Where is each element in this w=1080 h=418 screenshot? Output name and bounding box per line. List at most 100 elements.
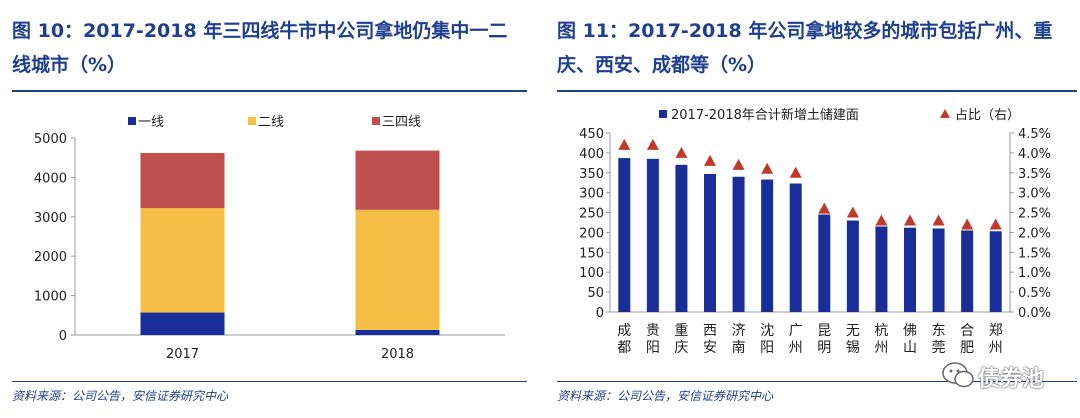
right-x-tick-label-char: 安 (703, 340, 717, 356)
left-y-tick-label: 0 (59, 329, 67, 344)
right-left-tick-label: 50 (587, 286, 604, 301)
right-right-tick-label: 4.5% (1018, 127, 1051, 142)
right-left-tick-label: 350 (579, 167, 604, 182)
right-source: 资料来源：公司公告，安信证券研究中心 (557, 389, 774, 403)
right-share-marker (961, 218, 974, 230)
right-right-tick-label: 2.5% (1018, 207, 1051, 222)
left-bar-segment (140, 208, 225, 313)
left-legend-label: 一线 (138, 115, 164, 130)
right-bar (846, 220, 859, 312)
right-x-tick-label-char: 西 (703, 323, 717, 339)
right-x-tick-label-char: 州 (789, 340, 803, 356)
right-legend-bar-swatch (659, 110, 667, 118)
left-y-tick-label: 2000 (34, 250, 67, 265)
left-y-tick-label: 5000 (34, 132, 67, 147)
right-right-tick-label: 2.0% (1018, 226, 1051, 241)
right-legend-marker-label: 占比（右） (955, 108, 1020, 123)
right-x-tick-label-char: 成 (617, 323, 631, 339)
wechat-icon (942, 362, 974, 388)
left-y-tick-label: 4000 (34, 171, 67, 186)
right-share-marker (704, 154, 716, 166)
left-chart: 0 1000 2000 3000 4000 5000 2017 2018 一线 二线 三四线 (34, 115, 505, 362)
right-bar (675, 164, 688, 312)
right-chart: 0 50 100 150 200 250 300 350 400 450 0.0% 0.5% 1.0% 1… (579, 107, 1051, 356)
right-x-tick-label-char: 肥 (960, 340, 974, 356)
left-bar-segment (140, 312, 225, 335)
right-share-marker (989, 218, 1002, 230)
right-bar (961, 230, 974, 312)
left-x-tick-label: 2018 (381, 347, 414, 362)
left-x-tick-label: 2017 (166, 347, 199, 362)
left-bar-segment (355, 209, 440, 330)
right-x-tick-label-char: 沈 (760, 323, 774, 339)
right-share-marker (761, 162, 774, 174)
right-bar (704, 173, 716, 312)
right-right-tick-label: 4.0% (1018, 147, 1051, 162)
right-x-tick-label-char: 无 (846, 323, 860, 339)
left-title-rule (12, 90, 527, 92)
right-x-tick-label-char: 明 (817, 340, 831, 356)
right-x-tick-label-char: 州 (874, 340, 888, 356)
left-source-rule (12, 381, 527, 382)
left-bar-segment (355, 150, 440, 210)
right-share-marker (875, 214, 888, 226)
left-legend-label: 二线 (258, 115, 284, 130)
right-title-rule (557, 90, 1077, 92)
right-share-marker (646, 138, 659, 150)
right-x-tick-label-char: 锡 (846, 340, 860, 356)
right-figure: 图 11：2017-2018 年公司拿地较多的城市包括广州、重庆、西安、成都等（… (545, 0, 1080, 418)
right-share-marker (904, 214, 916, 226)
right-x-tick-label-char: 山 (903, 340, 917, 356)
right-share-marker (818, 202, 831, 214)
right-right-tick-label: 0.5% (1018, 286, 1051, 301)
left-bar-segment (355, 329, 440, 335)
right-left-tick-label: 400 (579, 147, 604, 162)
right-x-tick-label-char: 贵 (646, 323, 660, 339)
right-source-rule (557, 381, 1077, 382)
right-bar (789, 183, 802, 312)
right-left-tick-label: 100 (579, 266, 604, 281)
right-bar (732, 176, 745, 312)
right-share-marker (675, 146, 688, 158)
right-left-tick-label: 150 (579, 246, 604, 261)
right-x-tick-label-char: 合 (960, 323, 974, 339)
right-right-tick-label: 1.0% (1018, 266, 1051, 281)
right-bar (818, 214, 831, 312)
right-x-tick-label-char: 庆 (674, 340, 688, 356)
right-share-marker (618, 138, 631, 150)
right-right-tick-label: 0.0% (1018, 306, 1051, 321)
right-bar (989, 231, 1002, 312)
right-legend-bar-label: 2017-2018年合计新增土储建面 (671, 107, 859, 123)
right-x-tick-label-char: 济 (732, 323, 746, 339)
right-bar (875, 226, 888, 312)
right-bar (618, 158, 631, 312)
right-legend-marker-swatch (940, 109, 950, 118)
left-legend-swatch (372, 117, 380, 125)
right-x-tick-label-char: 阳 (760, 340, 774, 356)
left-legend-swatch (128, 117, 136, 125)
left-y-tick-label: 3000 (34, 211, 67, 226)
left-figure: 图 10：2017-2018 年三四线牛市中公司拿地仍集中一二线城市（%） 0 1… (0, 0, 530, 418)
right-x-tick-label-char: 重 (674, 323, 688, 339)
right-left-tick-label: 250 (579, 207, 604, 222)
right-x-tick-label-char: 佛 (903, 323, 917, 339)
right-right-tick-label: 1.5% (1018, 246, 1051, 261)
right-bar (904, 227, 916, 312)
right-bar (932, 228, 945, 312)
right-right-tick-label: 3.0% (1018, 187, 1051, 202)
watermark: 债券池 (940, 358, 1070, 392)
left-bar-segment (140, 152, 225, 209)
right-share-marker (789, 166, 802, 178)
right-x-tick-label-char: 郑 (989, 323, 1003, 339)
right-chart-title: 图 11：2017-2018 年公司拿地较多的城市包括广州、重庆、西安、成都等（… (557, 20, 1053, 76)
right-share-marker (732, 158, 745, 170)
right-x-tick-label-char: 昆 (817, 323, 831, 339)
right-x-tick-label-char: 杭 (874, 323, 888, 339)
left-chart-title: 图 10：2017-2018 年三四线牛市中公司拿地仍集中一二线城市（%） (12, 20, 508, 76)
right-left-tick-label: 200 (579, 226, 604, 241)
right-bar (761, 179, 774, 312)
left-y-tick-label: 1000 (34, 290, 67, 305)
right-x-tick-label-char: 都 (617, 340, 631, 356)
right-x-tick-label-char: 南 (732, 340, 746, 356)
right-share-marker (846, 206, 859, 218)
